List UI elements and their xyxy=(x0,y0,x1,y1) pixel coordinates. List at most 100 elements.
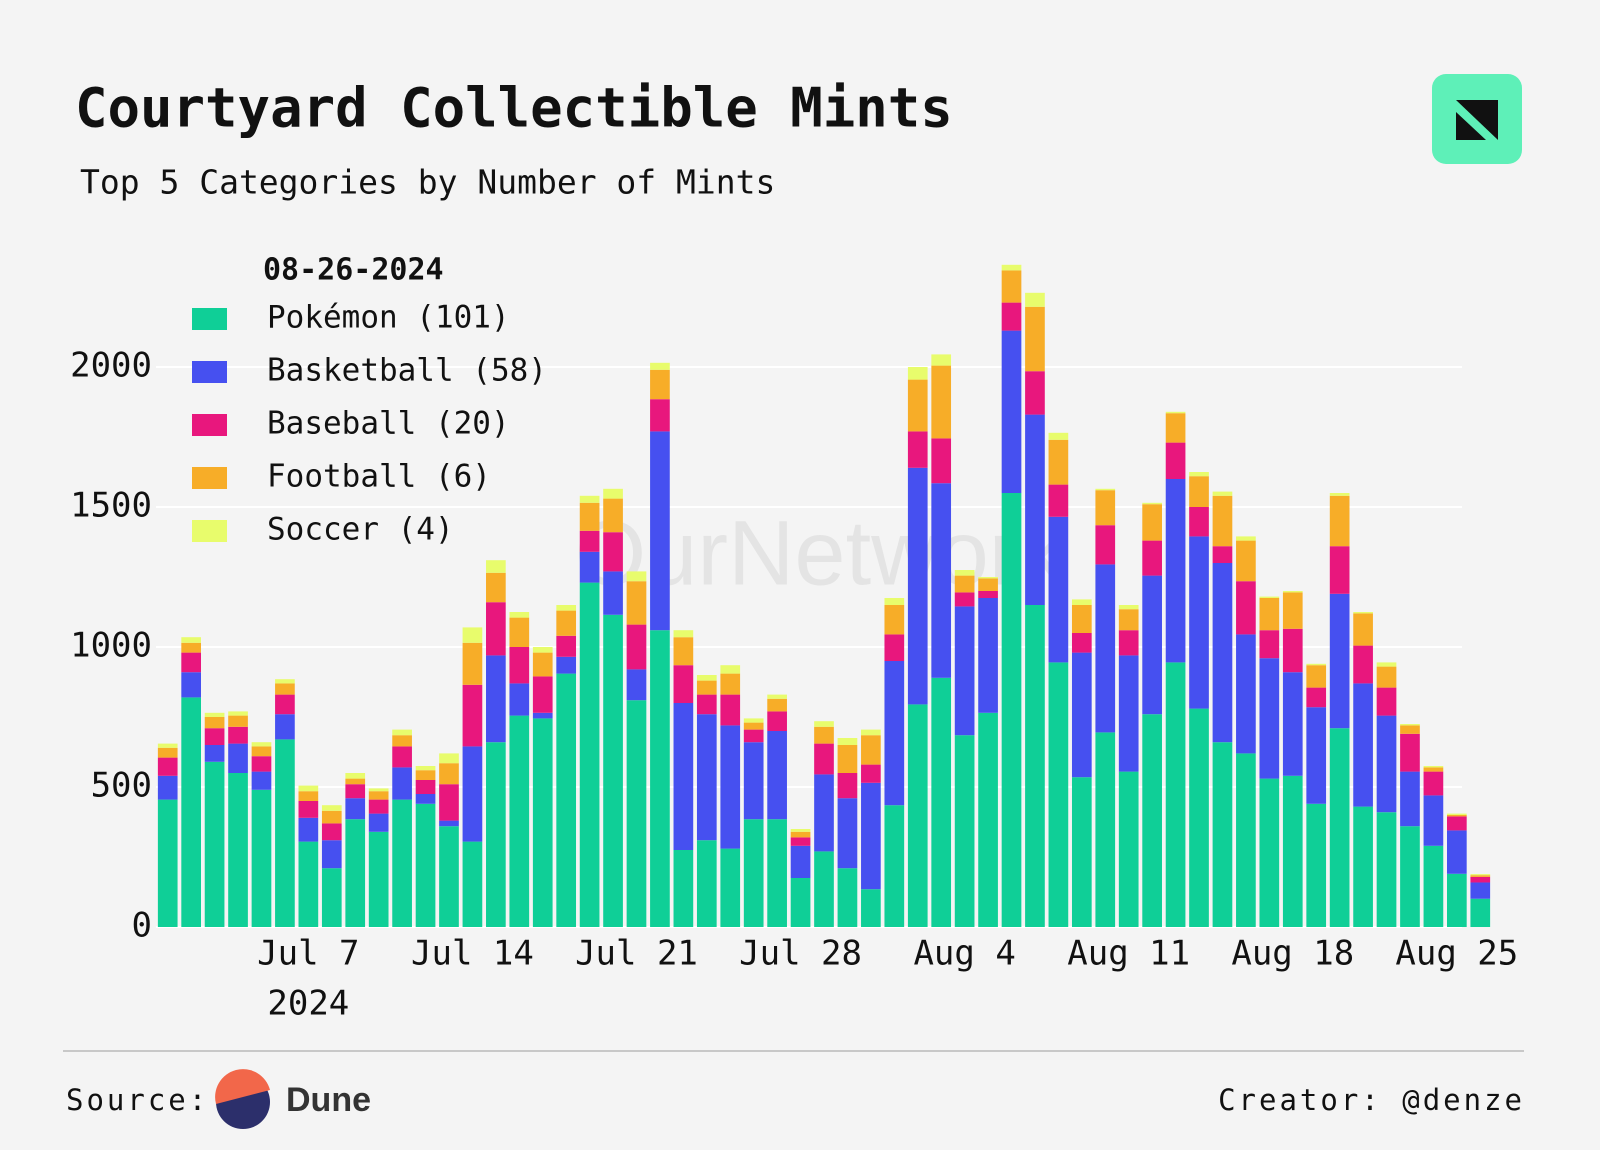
bar-segment xyxy=(1118,655,1139,772)
bar-segment xyxy=(1423,771,1444,796)
bar-segment xyxy=(767,731,787,820)
bar-segment xyxy=(603,571,623,615)
bar-segment xyxy=(181,642,202,653)
bar-segment xyxy=(251,789,272,927)
bar-segment xyxy=(907,431,928,468)
bar-segment xyxy=(1282,672,1303,776)
chart-subtitle: Top 5 Categories by Number of Mints xyxy=(80,163,775,202)
bar-segment xyxy=(1329,495,1350,547)
bar-segment xyxy=(1142,502,1162,505)
bar-segment xyxy=(1118,609,1139,631)
bar-segment xyxy=(837,773,858,799)
bar-segment xyxy=(767,694,787,699)
bar-segment xyxy=(1353,613,1373,646)
bar-segment xyxy=(321,805,342,811)
bar-segment xyxy=(345,784,366,799)
bar-segment xyxy=(486,655,506,743)
bar-segment xyxy=(1259,598,1280,631)
bar-segment xyxy=(298,817,319,842)
bar-segment xyxy=(1236,753,1256,927)
bar-segment xyxy=(814,726,834,744)
bar-segment xyxy=(743,819,764,927)
bar-segment xyxy=(228,715,248,727)
bar-segment xyxy=(1095,488,1116,491)
bar-segment xyxy=(1025,414,1045,605)
legend-swatch xyxy=(192,308,227,330)
bar-segment xyxy=(181,697,202,927)
bar-segment xyxy=(1212,491,1233,496)
bar-segment xyxy=(743,742,764,820)
x-tick-label: Aug 4 xyxy=(913,934,1015,974)
bar-segment xyxy=(1400,733,1420,772)
bar-segment xyxy=(157,743,178,748)
y-tick-label: 500 xyxy=(91,766,152,806)
bar-segment xyxy=(1282,628,1303,673)
bar-segment xyxy=(603,498,623,533)
bar-segment xyxy=(1001,302,1022,331)
logo-shape xyxy=(1456,100,1498,140)
bar-segment xyxy=(439,826,459,927)
bar-segment xyxy=(532,718,553,927)
bar-segment xyxy=(1400,826,1420,927)
bar-segment xyxy=(1423,767,1444,772)
x-tick-label: Aug 18 xyxy=(1231,934,1354,974)
bar-segment xyxy=(392,799,412,927)
bar-segment xyxy=(392,767,412,800)
bar-segment xyxy=(650,630,670,927)
bar-segment xyxy=(1470,882,1491,899)
bar-segment xyxy=(579,582,600,927)
bar-segment xyxy=(1376,666,1397,688)
bar-segment xyxy=(368,791,389,800)
bar-segment xyxy=(907,467,928,705)
bar-segment xyxy=(1071,633,1092,653)
bar-segment xyxy=(298,791,319,801)
bar-segment xyxy=(368,799,389,814)
bar-segment xyxy=(556,635,577,657)
bar-segment xyxy=(415,803,436,927)
bar-segment xyxy=(696,840,717,927)
bar-segment xyxy=(931,354,952,366)
bar-segment xyxy=(532,647,553,653)
bar-segment xyxy=(1400,725,1420,734)
bar-segment xyxy=(837,798,858,869)
x-tick-label: Jul 21 xyxy=(575,934,698,974)
bar-segment xyxy=(673,665,694,703)
bar-segment xyxy=(954,592,975,607)
bar-segment xyxy=(978,712,998,927)
bar-segment xyxy=(1048,662,1069,927)
x-tick-label: Jul 7 xyxy=(257,934,359,974)
bar-segment xyxy=(556,656,577,674)
bar-segment xyxy=(486,572,506,603)
bar-segment xyxy=(907,379,928,432)
bar-segment xyxy=(1001,270,1022,303)
bar-segment xyxy=(1353,683,1373,807)
bar-segment xyxy=(1282,775,1303,927)
bar-segment xyxy=(1165,662,1186,927)
bar-segment xyxy=(1329,493,1350,496)
source-name: Dune xyxy=(286,1081,371,1119)
y-tick-label: 1500 xyxy=(70,486,152,526)
bar-segment xyxy=(345,773,366,779)
bar-segment xyxy=(1423,766,1444,768)
bar-segment xyxy=(1048,439,1069,485)
bar-segment xyxy=(204,717,225,729)
bar-segment xyxy=(978,598,998,713)
bar-segment xyxy=(204,745,225,762)
bar-segment xyxy=(462,746,483,842)
bar-segment xyxy=(1025,306,1045,372)
bar-segment xyxy=(1236,581,1256,635)
bar-segment xyxy=(1400,724,1420,726)
bar-segment xyxy=(157,799,178,927)
bar-segment xyxy=(1095,490,1116,526)
bar-segment xyxy=(907,367,928,380)
legend-swatch xyxy=(192,414,227,436)
x-tick-label: Jul 28 xyxy=(739,934,862,974)
bar-segment xyxy=(1282,591,1303,593)
bar-segment xyxy=(228,773,248,927)
bar-segment xyxy=(1071,652,1092,778)
bar-segment xyxy=(509,647,530,684)
bar-segment xyxy=(1446,830,1467,874)
bar-segment xyxy=(626,571,647,582)
bar-segment xyxy=(1376,715,1397,813)
